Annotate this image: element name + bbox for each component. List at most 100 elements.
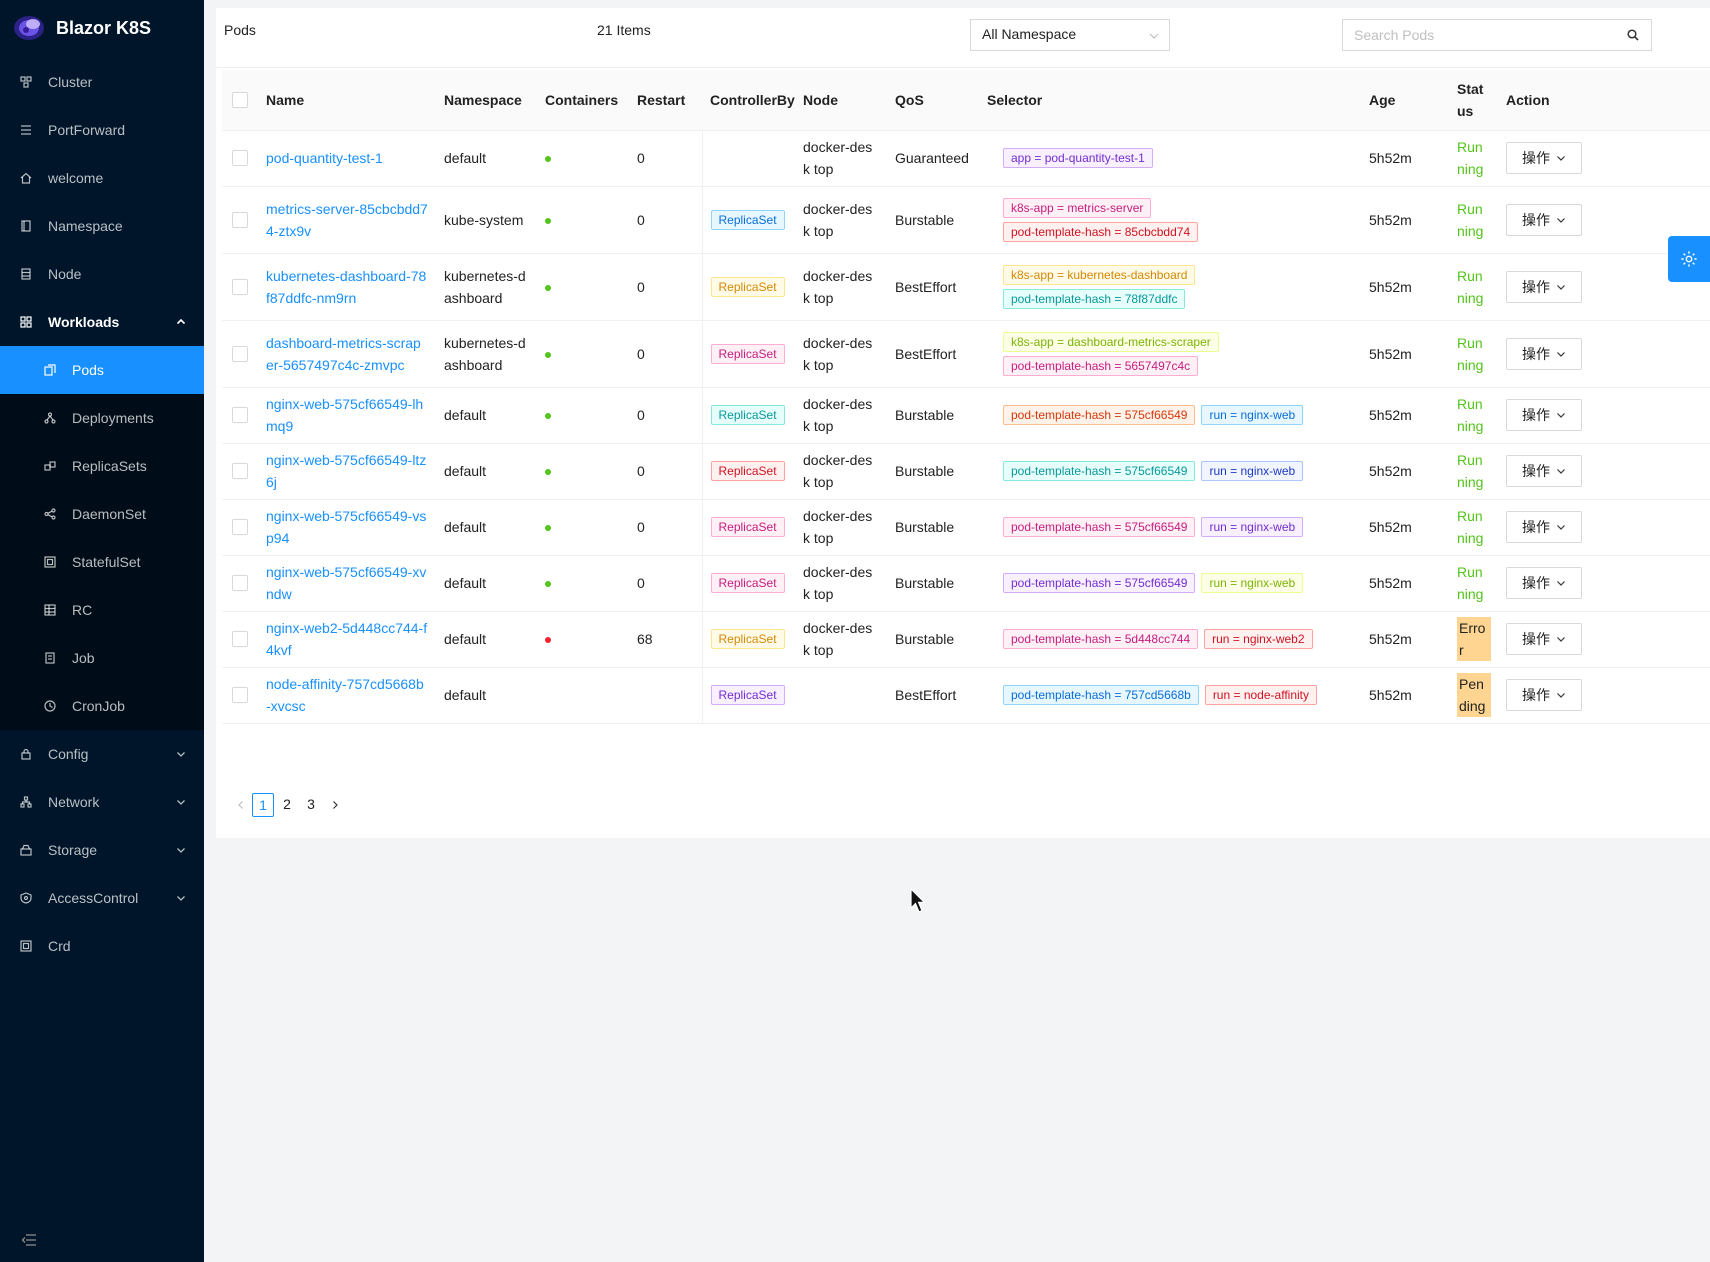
sidebar-item-label: AccessControl bbox=[48, 890, 139, 906]
sidebar-item-storage[interactable]: Storage bbox=[0, 826, 204, 874]
col-namespace[interactable]: Namespace bbox=[436, 70, 537, 131]
pod-name-link[interactable]: nginx-web-575cf66549-xvndw bbox=[266, 564, 427, 602]
sidebar-item-portforward[interactable]: PortForward bbox=[0, 106, 204, 154]
container-status-dot bbox=[545, 469, 551, 476]
col-controller[interactable]: ControllerBy bbox=[702, 70, 795, 131]
row-checkbox[interactable] bbox=[232, 463, 248, 479]
action-dropdown-button[interactable]: 操作 bbox=[1506, 623, 1582, 655]
sidebar-item-crd[interactable]: Crd bbox=[0, 922, 204, 970]
container-status-dot bbox=[545, 581, 551, 588]
sidebar-item-cronjob[interactable]: CronJob bbox=[0, 682, 204, 730]
col-qos[interactable]: QoS bbox=[887, 70, 979, 131]
controller-tag[interactable]: ReplicaSet bbox=[710, 629, 785, 649]
row-checkbox[interactable] bbox=[232, 575, 248, 591]
action-dropdown-button[interactable]: 操作 bbox=[1506, 399, 1582, 431]
page-3-button[interactable]: 3 bbox=[307, 796, 315, 812]
controller-tag[interactable]: ReplicaSet bbox=[710, 276, 785, 297]
settings-button[interactable] bbox=[1668, 236, 1710, 282]
selector-tag: pod-template-hash = 5d448cc744 bbox=[1003, 629, 1199, 649]
pod-restart bbox=[629, 667, 702, 724]
action-dropdown-button[interactable]: 操作 bbox=[1506, 511, 1582, 543]
page-1-button[interactable]: 1 bbox=[252, 793, 274, 817]
select-all-checkbox[interactable] bbox=[232, 91, 248, 108]
pod-name-link[interactable]: nginx-web2-5d448cc744-f4kvf bbox=[266, 620, 428, 658]
action-label: 操作 bbox=[1522, 575, 1550, 591]
prev-page-icon[interactable] bbox=[230, 793, 252, 817]
sidebar-item-workloads[interactable]: Workloads bbox=[0, 298, 204, 346]
pod-restart: 0 bbox=[629, 253, 702, 321]
selector-tag: run = nginx-web bbox=[1201, 461, 1304, 481]
sidebar-item-network[interactable]: Network bbox=[0, 778, 204, 826]
menu-collapse-icon[interactable] bbox=[22, 1234, 36, 1246]
row-checkbox[interactable] bbox=[232, 407, 248, 423]
row-checkbox[interactable] bbox=[232, 345, 248, 362]
sidebar-item-accesscontrol[interactable]: AccessControl bbox=[0, 874, 204, 922]
action-dropdown-button[interactable]: 操作 bbox=[1506, 142, 1582, 174]
sidebar-item-rc[interactable]: RC bbox=[0, 586, 204, 634]
row-checkbox[interactable] bbox=[232, 631, 248, 647]
sidebar-item-node[interactable]: Node bbox=[0, 250, 204, 298]
search-icon[interactable] bbox=[1627, 29, 1639, 41]
row-checkbox[interactable] bbox=[232, 278, 248, 295]
row-checkbox[interactable] bbox=[232, 211, 248, 228]
controller-tag[interactable]: ReplicaSet bbox=[710, 461, 785, 481]
pod-name-link[interactable]: pod-quantity-test-1 bbox=[266, 150, 383, 166]
pod-name-link[interactable]: metrics-server-85cbcbdd74-ztx9v bbox=[266, 200, 428, 239]
col-status[interactable]: Stat us bbox=[1453, 70, 1498, 131]
sidebar-item-deployments[interactable]: Deployments bbox=[0, 394, 204, 442]
col-selector[interactable]: Selector bbox=[979, 70, 1361, 131]
pod-name-link[interactable]: nginx-web-575cf66549-vsp94 bbox=[266, 508, 427, 546]
pod-containers bbox=[537, 387, 629, 444]
action-dropdown-button[interactable]: 操作 bbox=[1506, 203, 1582, 236]
controller-tag[interactable]: ReplicaSet bbox=[710, 573, 785, 593]
pod-name-link[interactable]: nginx-web-575cf66549-lhmq9 bbox=[266, 396, 424, 434]
action-label: 操作 bbox=[1522, 278, 1550, 295]
col-restart[interactable]: Restart bbox=[629, 70, 702, 131]
sidebar-item-label: Network bbox=[48, 794, 100, 810]
sidebar-item-replicasets[interactable]: ReplicaSets bbox=[0, 442, 204, 490]
pod-age: 5h52m bbox=[1361, 611, 1453, 668]
controller-tag[interactable]: ReplicaSet bbox=[710, 517, 785, 537]
action-dropdown-button[interactable]: 操作 bbox=[1506, 337, 1582, 370]
row-checkbox[interactable] bbox=[232, 150, 248, 166]
sidebar-item-namespace[interactable]: Namespace bbox=[0, 202, 204, 250]
sidebar-item-statefulset[interactable]: StatefulSet bbox=[0, 538, 204, 586]
chevron-down-icon bbox=[176, 797, 186, 807]
sidebar-item-pods[interactable]: Pods bbox=[0, 346, 204, 394]
action-dropdown-button[interactable]: 操作 bbox=[1506, 679, 1582, 711]
pod-node: docker-desk top bbox=[795, 443, 887, 500]
row-checkbox[interactable] bbox=[232, 687, 248, 703]
pod-name-link[interactable]: nginx-web-575cf66549-ltz6j bbox=[266, 452, 427, 490]
next-page-icon[interactable] bbox=[324, 793, 346, 817]
col-containers[interactable]: Containers bbox=[537, 70, 629, 131]
action-dropdown-button[interactable]: 操作 bbox=[1506, 567, 1582, 599]
pod-selector: k8s-app = kubernetes-dashboard pod-templa… bbox=[979, 253, 1361, 321]
selector-tag: app = pod-quantity-test-1 bbox=[1003, 148, 1153, 168]
sidebar-item-welcome[interactable]: welcome bbox=[0, 154, 204, 202]
action-label: 操作 bbox=[1522, 150, 1550, 166]
container-status-dot bbox=[545, 156, 551, 163]
sidebar-item-job[interactable]: Job bbox=[0, 634, 204, 682]
namespace-select[interactable]: All Namespace bbox=[970, 19, 1170, 51]
action-dropdown-button[interactable]: 操作 bbox=[1506, 270, 1582, 303]
sidebar: Blazor K8S Cluster PortForward welcome Name… bbox=[0, 0, 204, 1262]
sidebar-item-cluster[interactable]: Cluster bbox=[0, 58, 204, 106]
search-input[interactable] bbox=[1343, 20, 1613, 50]
controller-tag[interactable]: ReplicaSet bbox=[710, 405, 785, 425]
controller-tag[interactable]: ReplicaSet bbox=[710, 209, 785, 230]
sidebar-item-config[interactable]: Config bbox=[0, 730, 204, 778]
col-age[interactable]: Age bbox=[1361, 70, 1453, 131]
pod-name-link[interactable]: kubernetes-dashboard-78f87ddfc-nm9rn bbox=[266, 267, 427, 306]
sidebar-item-daemonset[interactable]: DaemonSet bbox=[0, 490, 204, 538]
action-dropdown-button[interactable]: 操作 bbox=[1506, 455, 1582, 487]
brand[interactable]: Blazor K8S bbox=[0, 0, 204, 56]
col-node[interactable]: Node bbox=[795, 70, 887, 131]
pod-name-link[interactable]: node-affinity-757cd5668b-xvcsc bbox=[266, 676, 424, 714]
page-2-button[interactable]: 2 bbox=[283, 796, 291, 812]
col-name[interactable]: Name bbox=[258, 70, 436, 131]
search-box[interactable] bbox=[1342, 19, 1652, 51]
pod-name-link[interactable]: dashboard-metrics-scraper-5657497c4c-zmv… bbox=[266, 334, 421, 373]
row-checkbox[interactable] bbox=[232, 519, 248, 535]
controller-tag[interactable]: ReplicaSet bbox=[710, 685, 785, 705]
controller-tag[interactable]: ReplicaSet bbox=[710, 343, 785, 364]
